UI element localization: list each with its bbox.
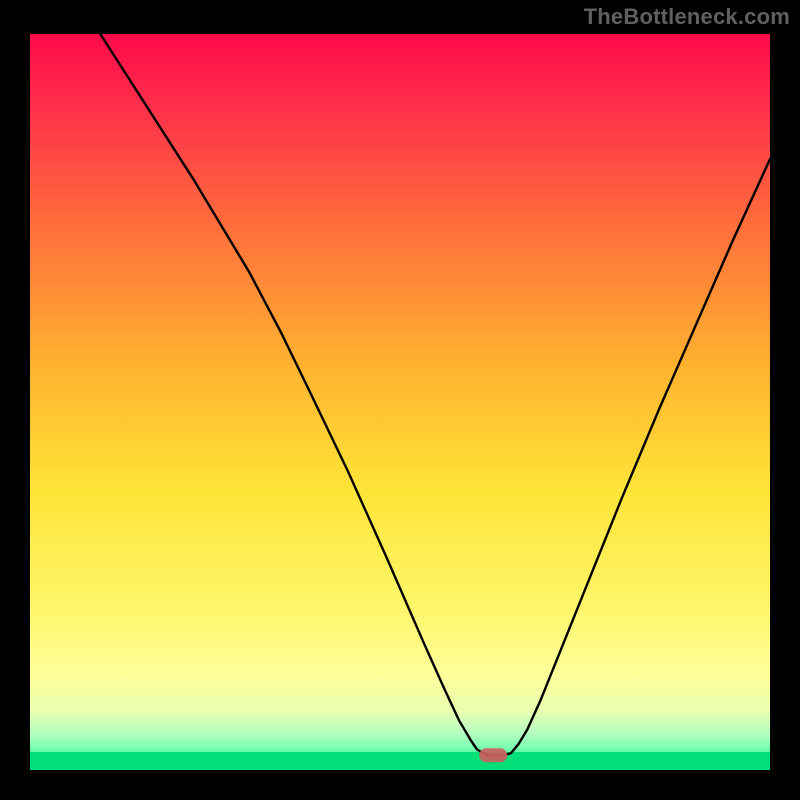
watermark-text: TheBottleneck.com: [584, 4, 790, 30]
bottom-green-strip: [30, 752, 770, 770]
bottleneck-chart: [0, 0, 800, 800]
optimal-marker: [479, 748, 507, 762]
gradient-background: [30, 34, 770, 770]
